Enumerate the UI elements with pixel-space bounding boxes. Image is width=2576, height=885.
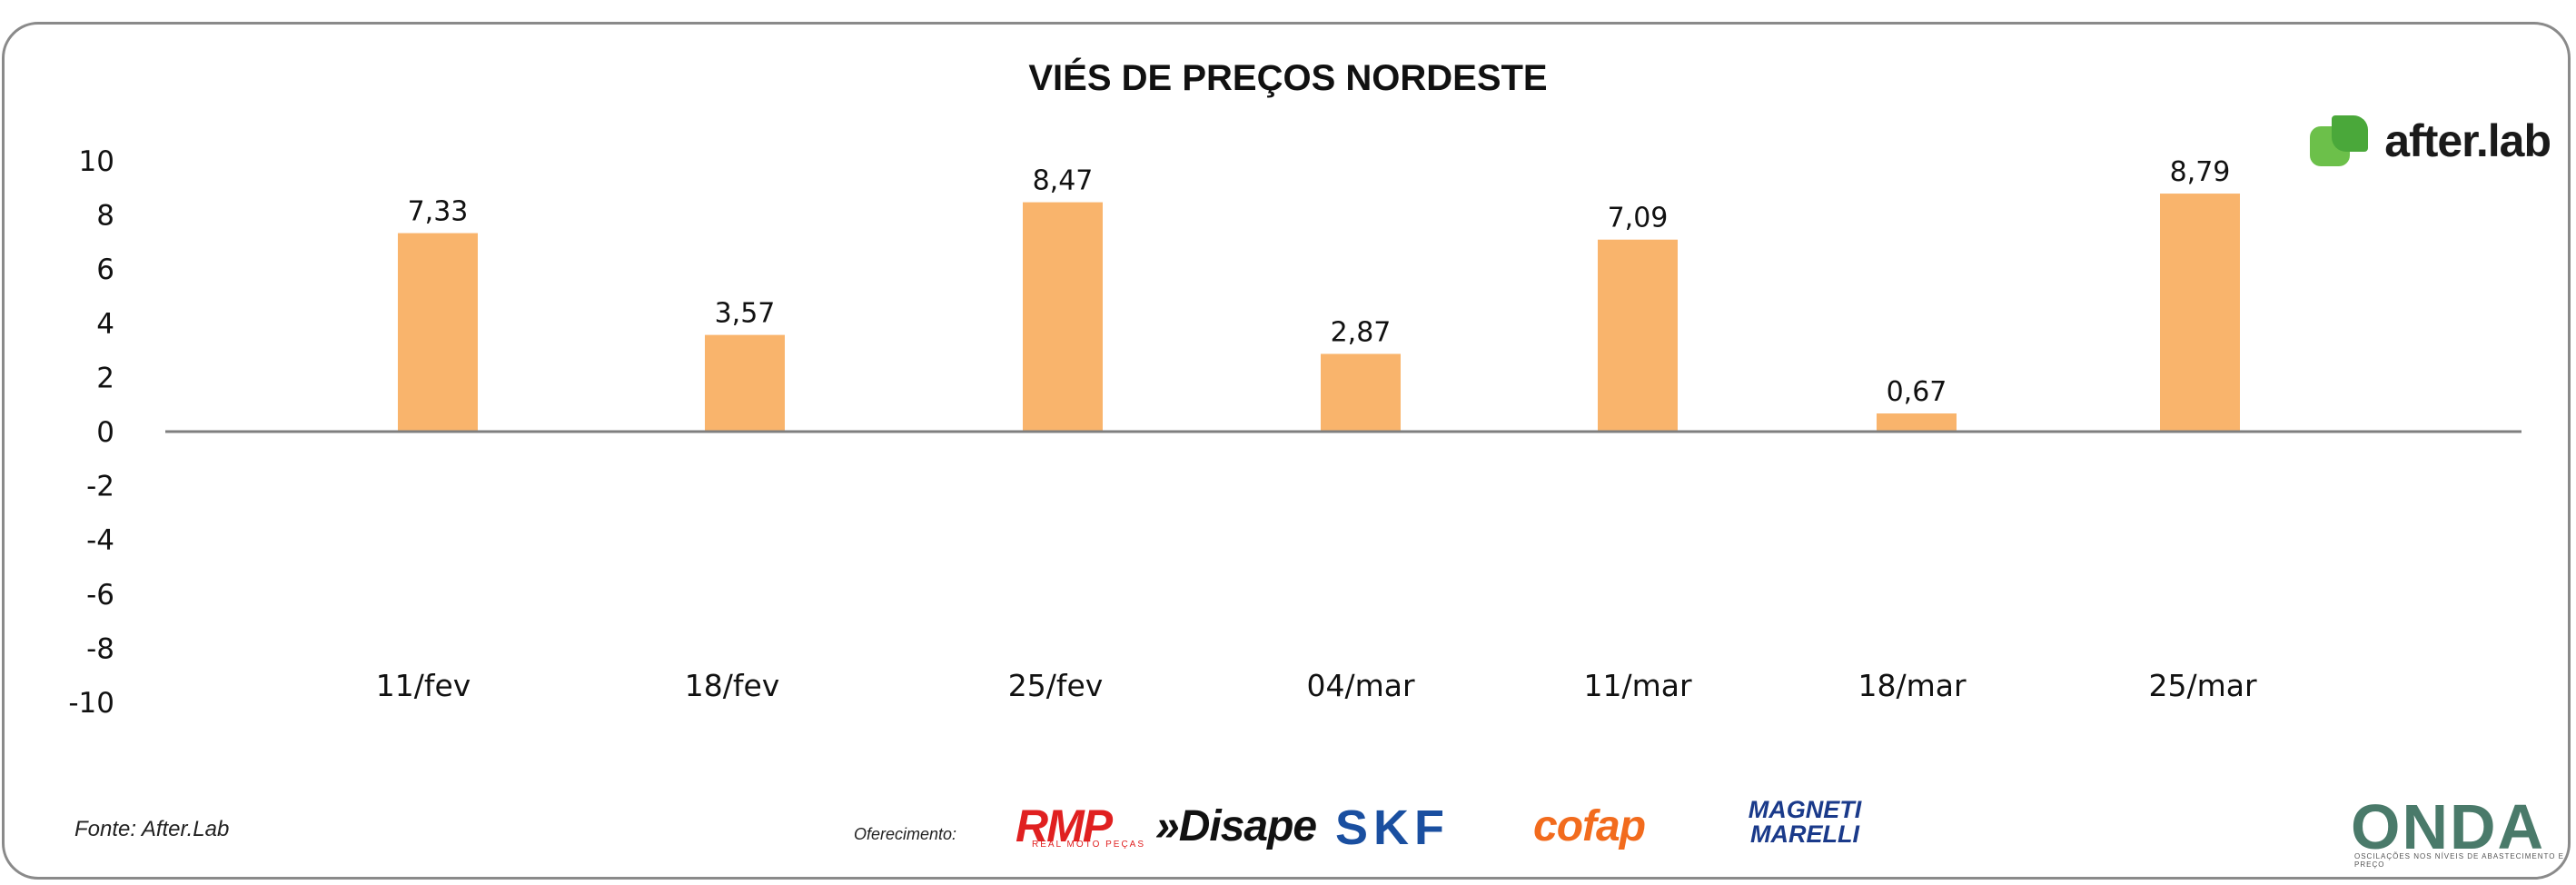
cofap-logo: cofap [1533, 802, 1646, 850]
rmp-logo-subtitle: REAL MOTO PEÇAS [1032, 840, 1146, 850]
data-label: 8,47 [1033, 165, 1094, 197]
y-tick-label: 6 [96, 254, 114, 286]
data-label: 0,67 [1887, 376, 1947, 408]
y-tick-label: 4 [96, 308, 114, 341]
y-tick-label: -8 [86, 632, 114, 665]
y-tick-label: 2 [96, 362, 114, 394]
skf-logo: SKF [1335, 800, 1450, 855]
source-note: Fonte: After.Lab [74, 817, 230, 841]
x-tick-label: 04/mar [1306, 668, 1414, 703]
data-label: 3,57 [715, 298, 776, 330]
data-label: 7,09 [1608, 203, 1669, 234]
data-label: 7,33 [408, 196, 469, 228]
chart-frame [2, 22, 2571, 880]
y-tick-label: -2 [86, 471, 114, 503]
bar [2160, 194, 2240, 433]
x-tick-label: 25/mar [2148, 668, 2256, 703]
magneti-marelli-logo: MAGNETI MARELLI [1748, 796, 1862, 848]
bar [705, 334, 785, 432]
x-tick-label: 11/mar [1583, 668, 1691, 703]
x-tick-label: 18/mar [1858, 668, 1966, 703]
data-label: 2,87 [1331, 316, 1392, 348]
bar [1023, 202, 1103, 432]
x-tick-label: 11/fev [376, 668, 471, 703]
onda-logo-subtitle: OSCILAÇÕES NOS NÍVEIS DE ABASTECIMENTO E… [2354, 852, 2565, 869]
rmp-logo: RMP [1016, 800, 1113, 851]
bar [398, 233, 478, 432]
y-tick-label: 8 [96, 200, 114, 233]
y-tick-label: -4 [86, 524, 114, 557]
afterlab-logo: after.lab [2310, 114, 2551, 167]
x-tick-label: 25/fev [1008, 668, 1104, 703]
chart-title: VIÉS DE PREÇOS NORDESTE [1028, 58, 1548, 98]
afterlab-logo-text: after.lab [2384, 115, 2551, 166]
disape-logo: »Disape [1155, 802, 1317, 850]
data-label: 8,79 [2170, 156, 2231, 188]
afterlab-logo-icon [2310, 115, 2375, 166]
y-tick-label: -10 [68, 687, 114, 720]
bar [1321, 353, 1401, 432]
bar [1598, 239, 1678, 432]
offer-label: Oferecimento: [854, 825, 957, 843]
bar [1877, 413, 1957, 432]
onda-logo: ONDA [2351, 791, 2546, 862]
y-tick-label: -6 [86, 579, 114, 612]
y-tick-label: 10 [79, 145, 114, 178]
y-tick-label: 0 [96, 416, 114, 449]
x-tick-label: 18/fev [685, 668, 780, 703]
